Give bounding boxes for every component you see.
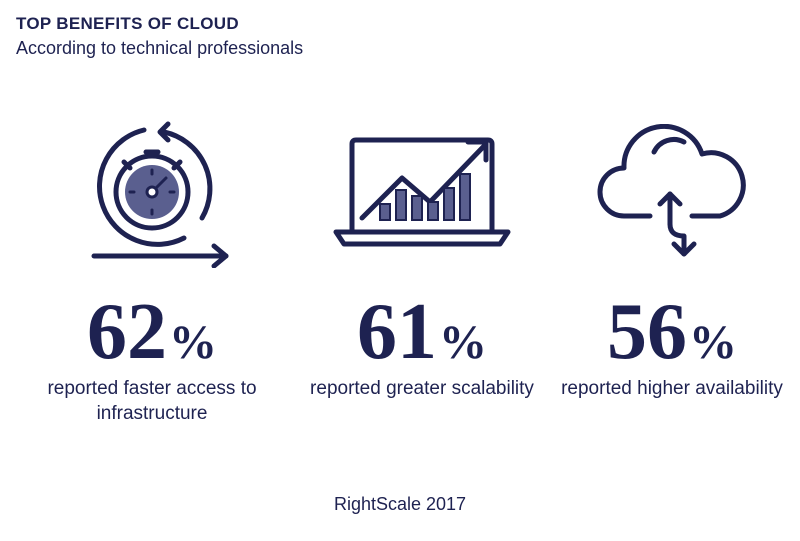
- stopwatch-icon: [91, 121, 229, 268]
- source-credit: RightScale 2017: [333, 494, 467, 514]
- stat-description: reported faster access to infrastructure: [47, 378, 257, 424]
- stat-value: 62%: [87, 288, 217, 376]
- stat-value: 56%: [607, 288, 737, 376]
- stat-description: reported greater scalability: [310, 378, 534, 399]
- page-title: TOP BENEFITS OF CLOUD: [16, 14, 239, 33]
- stat-value: 61%: [357, 288, 487, 376]
- header: TOP BENEFITS OF CLOUD According to techn…: [16, 14, 303, 59]
- cloud-sync-icon: [597, 124, 746, 257]
- laptop-growth-chart-icon: [333, 137, 511, 247]
- page-subtitle: According to technical professionals: [16, 38, 304, 58]
- stat-description: reported higher availability: [561, 378, 783, 399]
